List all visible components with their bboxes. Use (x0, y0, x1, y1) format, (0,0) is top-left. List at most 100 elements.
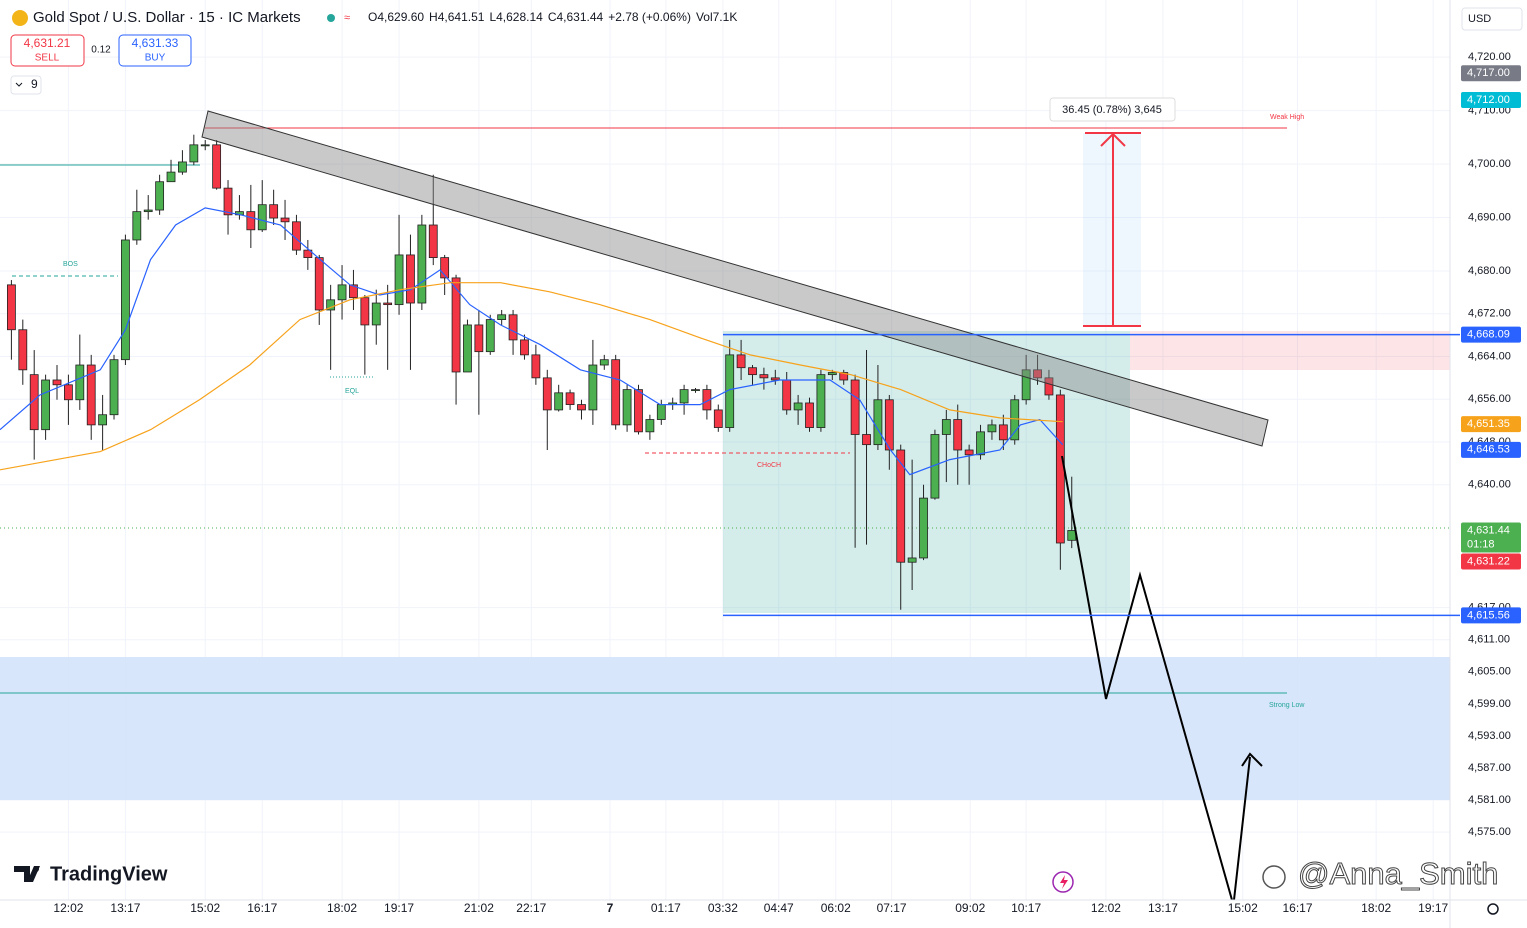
candle-body (531, 354, 541, 379)
annotation: EQL (345, 388, 359, 395)
symbol-title[interactable]: Gold Spot / U.S. Dollar · 15 · IC Market… (33, 9, 301, 26)
buy-price: 4,631.33 (132, 36, 179, 50)
y-tick-label: 4,656.00 (1468, 393, 1511, 405)
sell-price: 4,631.21 (24, 36, 71, 50)
x-tick-label: 12:02 (53, 901, 83, 915)
x-tick-label: 18:02 (1361, 901, 1391, 915)
candle-body (314, 257, 324, 311)
alert-icon[interactable] (1052, 871, 1074, 893)
candle-body (907, 557, 917, 563)
chevron (15, 82, 23, 87)
candle-body (793, 402, 803, 411)
x-tick-label: 13:17 (1148, 901, 1178, 915)
price-label-box (1461, 553, 1521, 570)
y-tick-label: 4,640.00 (1468, 479, 1511, 491)
candle-body (520, 339, 529, 356)
candle-body (656, 404, 666, 420)
candle-body (1021, 369, 1031, 401)
price-label: 4,717.00 (1467, 67, 1510, 79)
price-label: 4,631.44 (1467, 524, 1510, 536)
price-label-box (1461, 91, 1521, 108)
price-label: 4,646.53 (1467, 444, 1510, 456)
price-label: 4,651.35 (1467, 418, 1510, 430)
candle-body (269, 204, 279, 219)
candle-body (782, 379, 792, 411)
candle-body (565, 392, 575, 405)
candle-body (155, 181, 165, 211)
candle-body (474, 324, 484, 353)
candle-body (645, 419, 655, 433)
price-label-box (1461, 326, 1521, 343)
candle-body (542, 377, 552, 411)
candle-body (41, 379, 51, 431)
candle-body (919, 497, 928, 559)
candle-body (371, 302, 381, 326)
x-tick-label: 18:02 (327, 901, 357, 915)
candle-body (679, 389, 689, 404)
sell-label: SELL (35, 53, 60, 64)
candle-body (816, 374, 826, 428)
candle-body (736, 354, 746, 369)
candle-body (463, 324, 472, 373)
candle-body (29, 374, 39, 431)
candle-body (577, 404, 586, 411)
candle-body (394, 254, 404, 306)
ohlc-value: +2.78 (+0.06%) (608, 10, 691, 24)
status-dot (327, 14, 335, 22)
sell-button[interactable] (10, 34, 85, 67)
status-icon: ≈ (344, 12, 350, 24)
projection-path (1061, 455, 1233, 901)
indicators-toggle[interactable] (10, 75, 42, 95)
candle-body (1033, 369, 1042, 379)
price-label-box (1461, 522, 1521, 553)
x-tick-label: 7 (607, 901, 614, 915)
candle-body (246, 211, 256, 231)
indicators-count: 9 (31, 77, 38, 91)
x-tick-label: 15:02 (1228, 901, 1258, 915)
projection-arrowhead (1241, 752, 1263, 767)
price-label: 4,668.09 (1467, 329, 1510, 341)
currency-button[interactable] (1461, 7, 1523, 31)
candle-body (52, 379, 62, 386)
candle-body (166, 171, 176, 183)
price-label: 4,712.00 (1467, 94, 1510, 106)
buy-label: BUY (145, 53, 166, 64)
x-tick-label: 16:17 (1282, 901, 1312, 915)
x-tick-label: 16:17 (247, 901, 277, 915)
candle-body (873, 399, 883, 446)
annotation: BOS (63, 261, 78, 268)
candle-body (508, 314, 518, 341)
y-tick-label: 4,672.00 (1468, 308, 1511, 320)
price-label: 4,631.22 (1467, 555, 1510, 567)
measure-label: 36.45 (0.78%) 3,645 (1062, 104, 1162, 116)
settings-icon[interactable] (1487, 903, 1499, 915)
annotation: CHoCH (757, 462, 781, 469)
candle-body (998, 424, 1008, 441)
y-tick-label: 4,581.00 (1468, 794, 1511, 806)
price-label-box (1461, 416, 1521, 433)
y-tick-label: 4,664.00 (1468, 350, 1511, 362)
x-tick-label: 15:02 (190, 901, 220, 915)
x-tick-label: 07:17 (877, 901, 907, 915)
symbol-icon (12, 10, 28, 26)
candle-body (121, 239, 130, 361)
candle-body (440, 257, 450, 279)
candle-body (360, 297, 370, 326)
candle-body (451, 277, 461, 373)
y-tick-label: 4,605.00 (1468, 666, 1511, 678)
candle-body (417, 224, 427, 304)
ohlc-value: H4,641.51 (429, 10, 485, 24)
candle-body (98, 414, 108, 426)
candle-body (850, 379, 860, 435)
logo-dot (33, 866, 39, 872)
buy-button[interactable] (118, 34, 192, 67)
supply-box (1130, 331, 1460, 370)
candle-body (64, 384, 73, 401)
x-tick-label: 09:02 (955, 901, 985, 915)
x-tick-label: 06:02 (821, 901, 851, 915)
candle-body (75, 364, 85, 401)
candle-body (349, 284, 358, 299)
candle-body (406, 254, 415, 304)
x-tick-label: 13:17 (110, 901, 140, 915)
candle-body (611, 359, 621, 426)
